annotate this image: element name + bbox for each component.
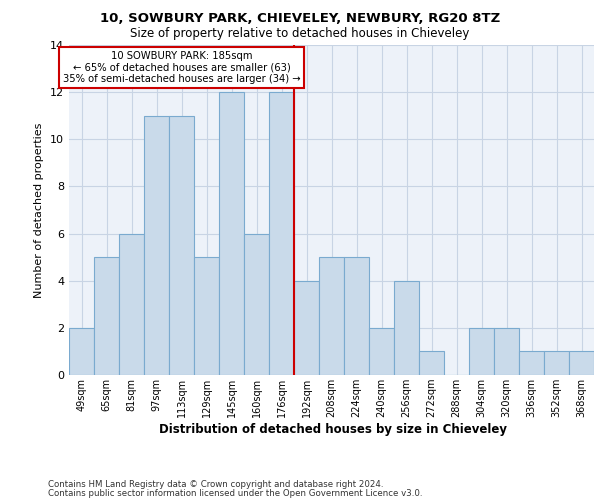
Text: Distribution of detached houses by size in Chieveley: Distribution of detached houses by size … [159,422,507,436]
Text: 10, SOWBURY PARK, CHIEVELEY, NEWBURY, RG20 8TZ: 10, SOWBURY PARK, CHIEVELEY, NEWBURY, RG… [100,12,500,26]
Bar [544,352,569,375]
Bar [219,92,244,375]
Bar [169,116,194,375]
Bar [569,352,594,375]
Bar [119,234,144,375]
Bar [519,352,544,375]
Bar [94,257,119,375]
Bar [294,280,319,375]
Bar [494,328,519,375]
Bar [344,257,369,375]
Text: Contains public sector information licensed under the Open Government Licence v3: Contains public sector information licen… [48,488,422,498]
Bar [319,257,344,375]
Bar [194,257,219,375]
Bar [269,92,294,375]
Bar [69,328,94,375]
Bar [244,234,269,375]
Text: Contains HM Land Registry data © Crown copyright and database right 2024.: Contains HM Land Registry data © Crown c… [48,480,383,489]
Bar [419,352,444,375]
Bar [144,116,169,375]
Bar [394,280,419,375]
Text: Size of property relative to detached houses in Chieveley: Size of property relative to detached ho… [130,28,470,40]
Text: 10 SOWBURY PARK: 185sqm
← 65% of detached houses are smaller (63)
35% of semi-de: 10 SOWBURY PARK: 185sqm ← 65% of detache… [62,51,301,84]
Bar [369,328,394,375]
Bar [469,328,494,375]
Y-axis label: Number of detached properties: Number of detached properties [34,122,44,298]
